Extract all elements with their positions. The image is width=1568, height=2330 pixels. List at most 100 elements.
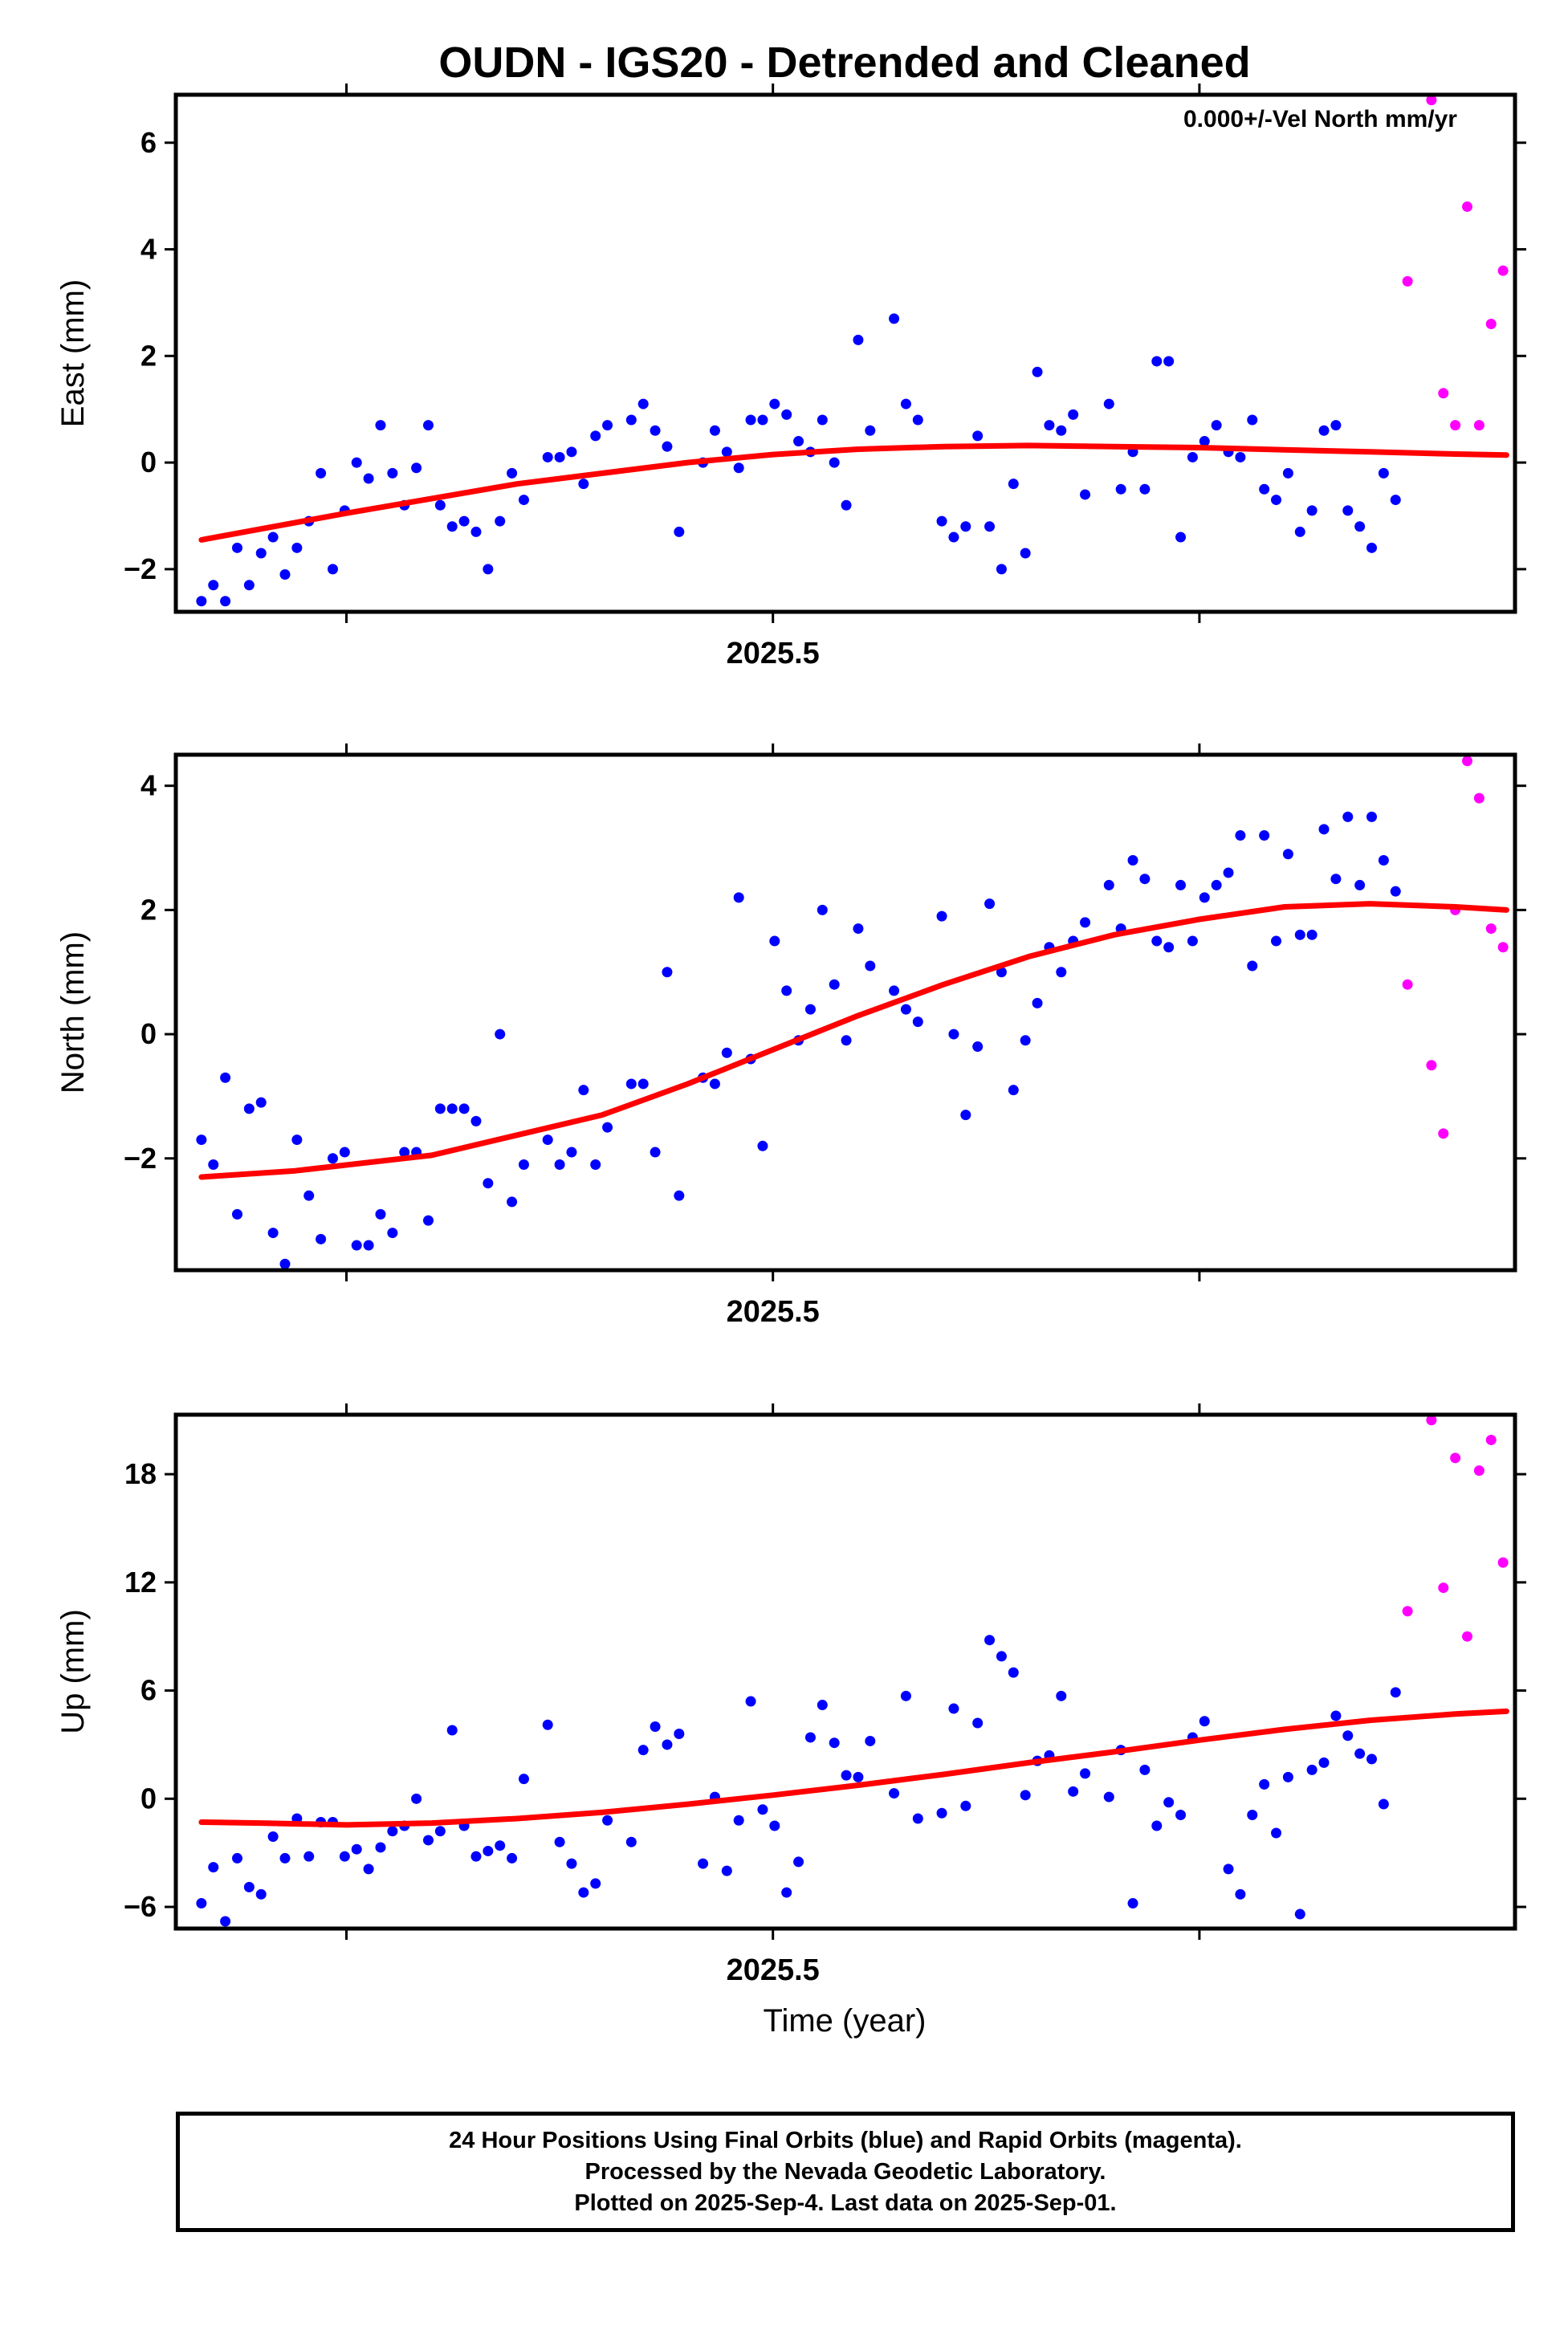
north-ytick-label: 2 bbox=[141, 893, 157, 926]
north-final-point bbox=[1199, 892, 1210, 903]
north-final-point bbox=[1318, 824, 1330, 835]
east-final-point bbox=[1330, 420, 1342, 431]
east-rapid-point bbox=[1473, 420, 1485, 431]
east-final-point bbox=[387, 467, 398, 479]
north-plot-frame bbox=[173, 752, 1517, 1273]
east-final-point bbox=[1175, 532, 1187, 543]
east-final-point bbox=[518, 495, 529, 506]
north-final-point bbox=[1008, 1085, 1019, 1096]
east-final-point bbox=[291, 542, 303, 553]
north-final-point bbox=[889, 985, 900, 996]
east-rapid-point bbox=[1402, 275, 1413, 287]
up-final-point bbox=[422, 1835, 434, 1846]
north-final-point bbox=[578, 1085, 589, 1096]
up-final-point bbox=[972, 1717, 984, 1729]
north-final-point bbox=[1080, 917, 1091, 928]
north-final-point bbox=[853, 923, 864, 935]
north-final-point bbox=[316, 1233, 327, 1244]
east-final-point bbox=[1056, 425, 1067, 436]
up-final-point bbox=[1163, 1797, 1175, 1808]
east-final-point bbox=[446, 521, 458, 532]
east-final-point bbox=[984, 521, 996, 532]
east-final-point bbox=[1032, 366, 1043, 377]
up-final-point bbox=[243, 1881, 255, 1892]
up-final-point bbox=[1175, 1810, 1187, 1821]
up-final-point bbox=[1068, 1786, 1079, 1797]
north-final-point bbox=[984, 898, 996, 910]
east-final-point bbox=[1199, 436, 1210, 447]
east-final-point bbox=[650, 425, 661, 436]
east-final-point bbox=[243, 580, 255, 591]
up-rapid-point bbox=[1473, 1465, 1485, 1477]
north-final-point bbox=[817, 904, 828, 915]
north-final-point bbox=[208, 1159, 219, 1171]
north-final-point bbox=[566, 1147, 577, 1158]
up-final-point bbox=[1282, 1771, 1293, 1782]
east-final-point bbox=[757, 414, 768, 426]
north-final-point bbox=[255, 1097, 267, 1108]
up-final-point bbox=[470, 1851, 482, 1862]
up-final-point bbox=[721, 1865, 732, 1876]
north-final-point bbox=[1354, 879, 1366, 890]
east-final-point bbox=[1068, 409, 1079, 420]
north-final-point bbox=[602, 1122, 613, 1133]
up-final-point bbox=[255, 1888, 267, 1900]
east-final-point bbox=[1044, 420, 1055, 431]
up-ytick-label: 18 bbox=[124, 1457, 157, 1490]
east-final-point bbox=[996, 564, 1007, 575]
east-final-point bbox=[745, 414, 756, 426]
north-final-point bbox=[733, 892, 744, 903]
footer-line-1: 24 Hour Positions Using Final Orbits (bl… bbox=[449, 2127, 1242, 2153]
north-final-point bbox=[972, 1041, 984, 1053]
east-final-point bbox=[434, 499, 446, 511]
north-final-point bbox=[1032, 997, 1043, 1008]
east-final-point bbox=[841, 499, 852, 511]
up-final-point bbox=[1354, 1748, 1366, 1759]
east-final-point bbox=[554, 451, 565, 462]
east-final-point bbox=[1211, 420, 1222, 431]
up-final-point bbox=[303, 1851, 315, 1862]
east-final-point bbox=[1020, 548, 1031, 559]
up-panel: −6 0 6 12 18 2025.5 Up (mm) bbox=[55, 1403, 1526, 1987]
up-final-point bbox=[1259, 1778, 1270, 1790]
north-final-point bbox=[1056, 967, 1067, 978]
up-final-point bbox=[1139, 1764, 1151, 1775]
north-final-point bbox=[554, 1159, 565, 1171]
east-final-point bbox=[1187, 451, 1198, 462]
up-final-point bbox=[279, 1852, 291, 1864]
up-rapid-point bbox=[1438, 1583, 1449, 1594]
east-final-point bbox=[411, 462, 422, 474]
north-final-point bbox=[231, 1208, 242, 1220]
up-final-point bbox=[495, 1840, 506, 1851]
north-final-point bbox=[1020, 1035, 1031, 1046]
east-final-point bbox=[279, 569, 291, 580]
east-final-point bbox=[1271, 495, 1282, 506]
up-final-point bbox=[745, 1696, 756, 1707]
east-final-point bbox=[674, 526, 685, 537]
up-final-point bbox=[889, 1788, 900, 1799]
up-final-point bbox=[698, 1858, 709, 1869]
north-final-point bbox=[220, 1072, 231, 1083]
up-final-point bbox=[507, 1852, 518, 1864]
north-final-point bbox=[1294, 929, 1305, 940]
east-final-point bbox=[375, 420, 386, 431]
up-final-point bbox=[829, 1737, 840, 1749]
up-final-point bbox=[566, 1858, 577, 1869]
east-final-point bbox=[1354, 521, 1366, 532]
up-final-point bbox=[518, 1774, 529, 1785]
north-panel: −2 0 2 4 2025.5 North (mm) bbox=[55, 743, 1526, 1329]
up-final-point bbox=[267, 1831, 279, 1842]
up-final-point bbox=[1378, 1798, 1389, 1810]
east-ytick-label: 2 bbox=[141, 339, 157, 372]
up-rapid-point bbox=[1497, 1557, 1509, 1568]
up-final-point bbox=[650, 1721, 661, 1732]
east-final-point bbox=[853, 334, 864, 345]
east-final-point bbox=[1282, 467, 1293, 479]
x-axis-label: Time (year) bbox=[764, 2003, 927, 2039]
east-panel: −2 0 2 4 6 2025.5 East (mm) bbox=[55, 84, 1526, 670]
north-ytick-label: 4 bbox=[141, 769, 157, 802]
up-final-point bbox=[769, 1820, 780, 1831]
footer-info-box: 24 Hour Positions Using Final Orbits (bl… bbox=[176, 2112, 1515, 2232]
up-plot-frame bbox=[173, 1412, 1517, 1931]
north-final-point bbox=[996, 967, 1007, 978]
